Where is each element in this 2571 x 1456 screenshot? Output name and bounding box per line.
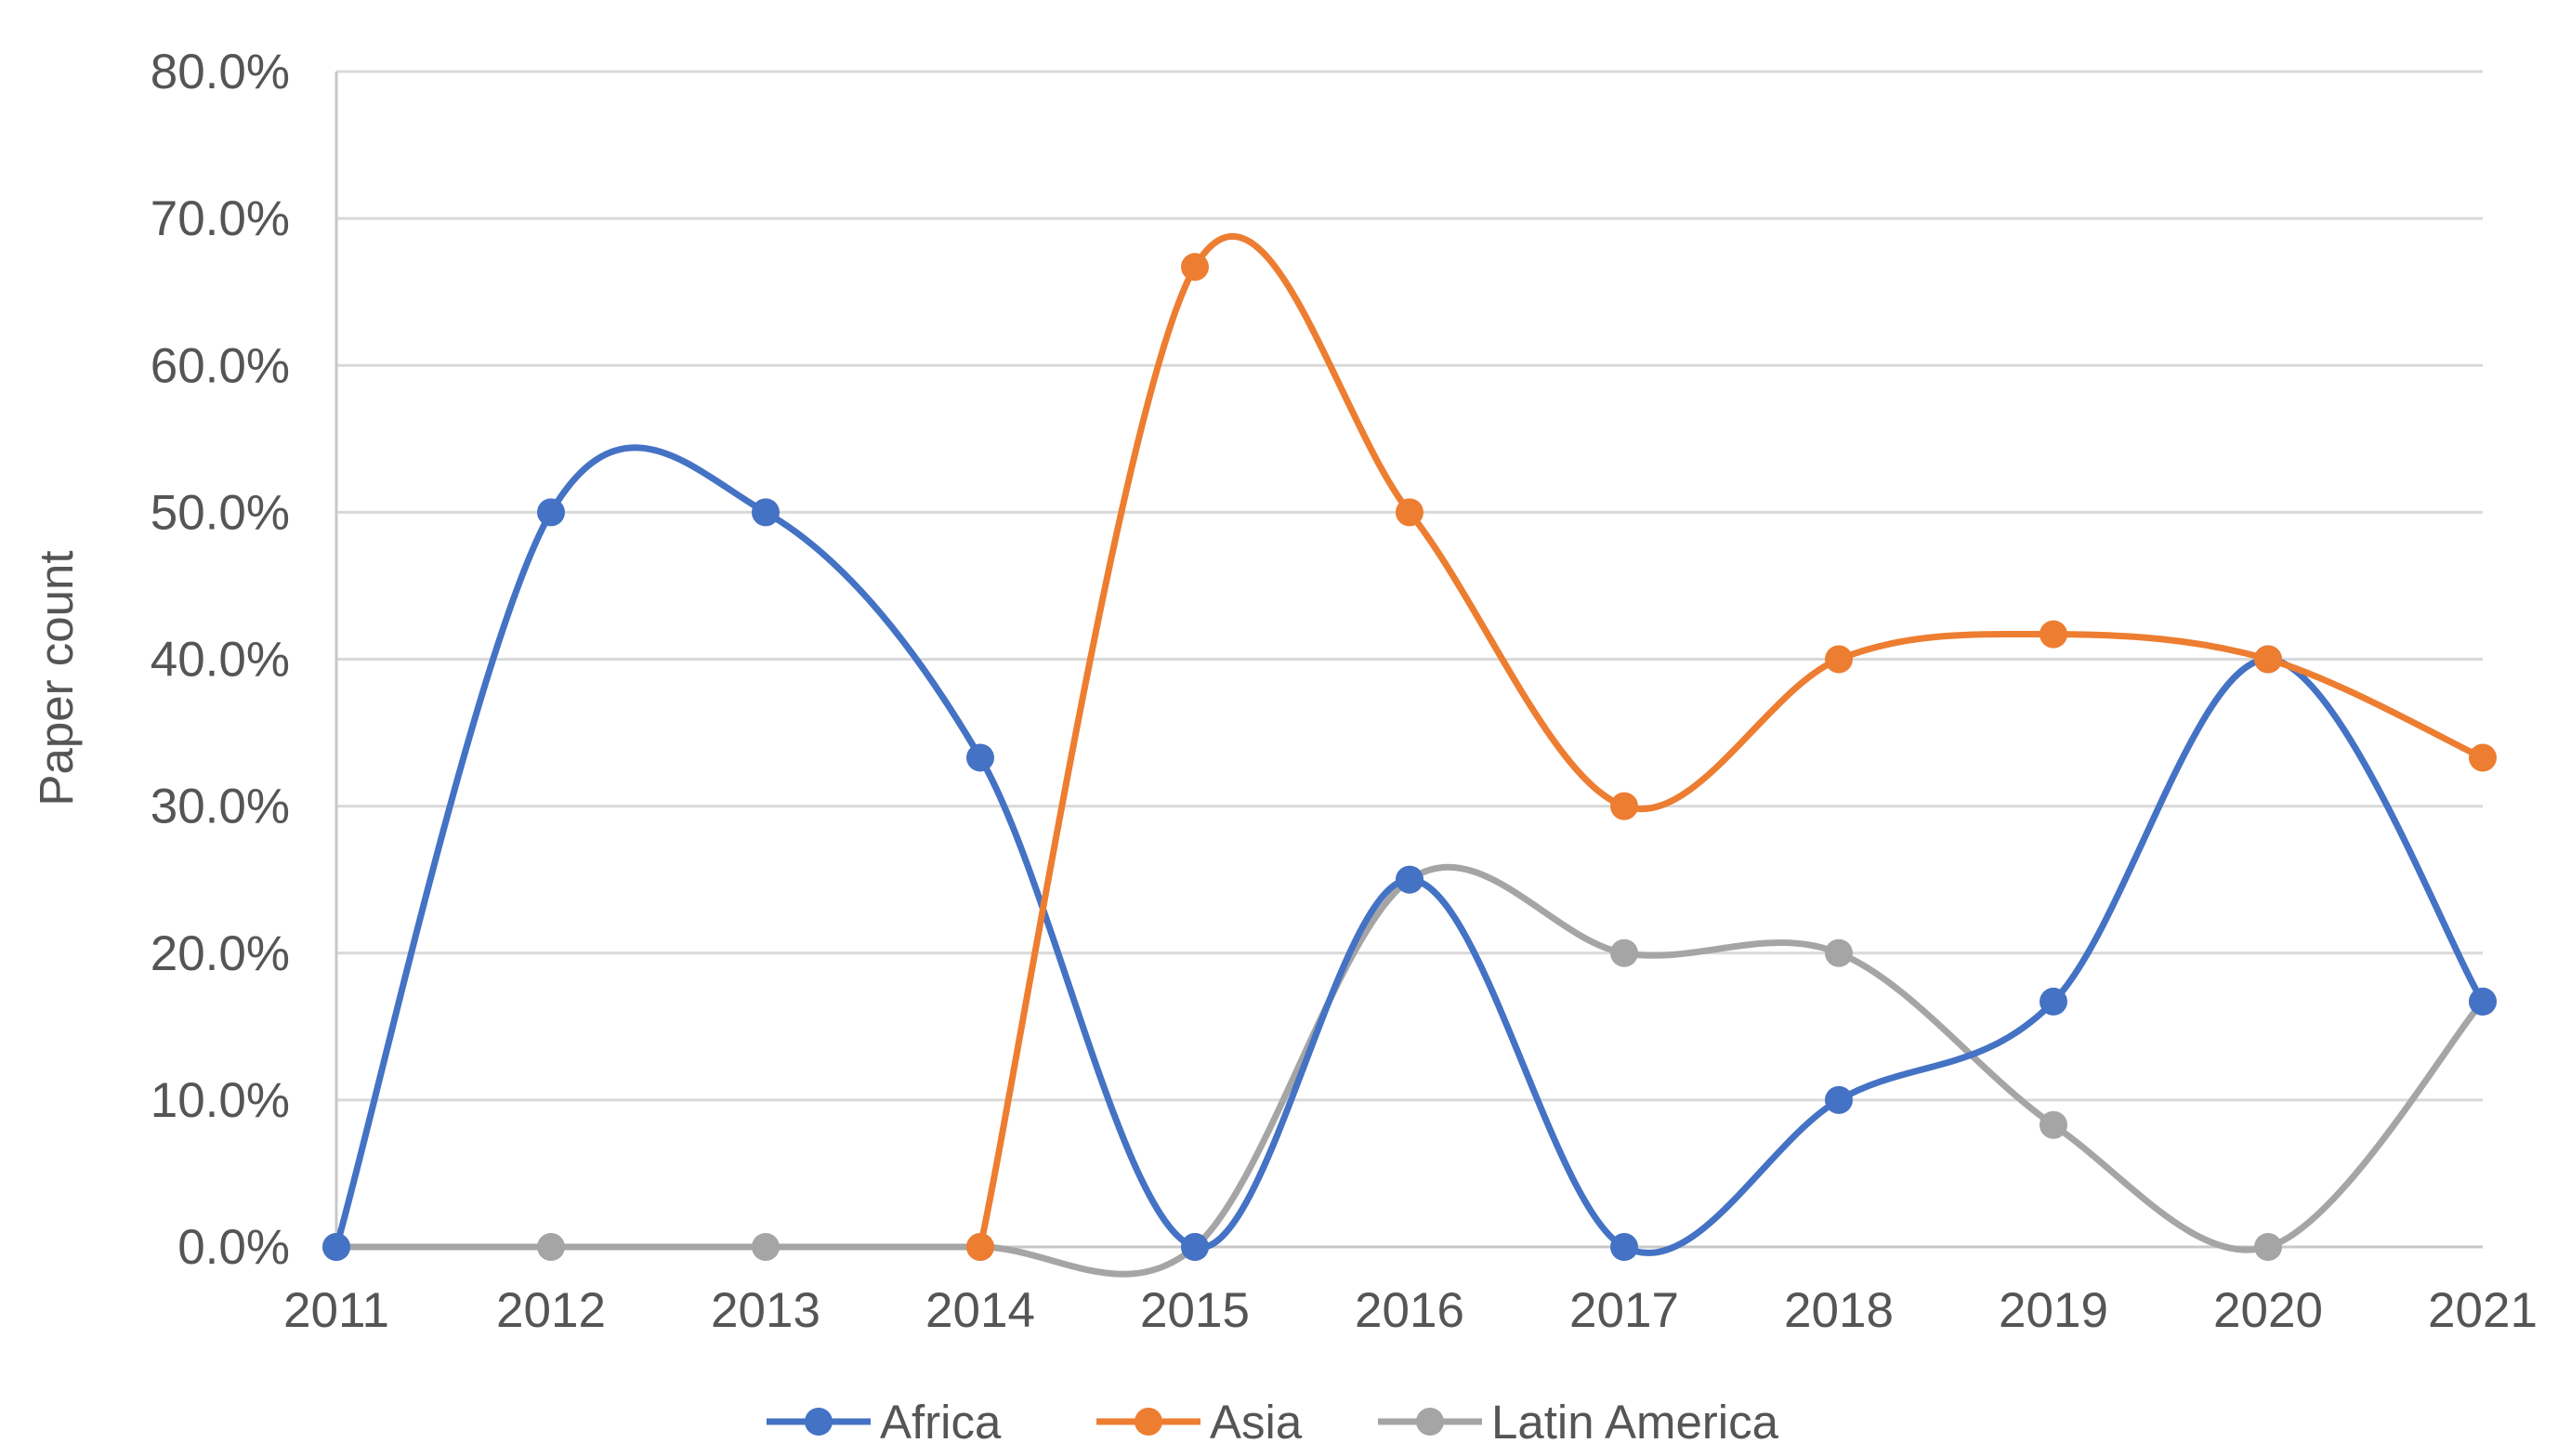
series-asia (966, 233, 2497, 1261)
x-axis-tick-labels: 2011 2012 2013 2014 2015 2016 2017 2018 2019 2020… (283, 1283, 2538, 1338)
x-tick-label: 2018 (1784, 1283, 1894, 1338)
x-tick-label: 2021 (2428, 1283, 2538, 1338)
y-axis-title: Paper count (30, 550, 83, 806)
data-point-africa (1610, 1233, 1638, 1261)
y-tick-label: 80.0% (151, 45, 290, 99)
x-tick-label: 2020 (2213, 1283, 2323, 1338)
x-tick-label: 2015 (1140, 1283, 1250, 1338)
data-point-africa (322, 1233, 350, 1261)
data-point-africa (2040, 987, 2067, 1016)
y-tick-label: 40.0% (151, 633, 290, 688)
x-tick-label: 2016 (1355, 1283, 1464, 1338)
data-point-asia (2254, 645, 2282, 674)
data-point-asia (1396, 498, 1423, 527)
data-point-asia (1610, 792, 1638, 820)
data-series (322, 233, 2497, 1278)
series-africa (322, 444, 2497, 1261)
series-line-africa (333, 444, 2486, 1256)
legend-swatch-marker (1416, 1408, 1444, 1436)
legend-label: Latin America (1491, 1396, 1779, 1449)
data-point-asia (1825, 645, 1853, 674)
data-point-asia (2040, 620, 2067, 649)
y-axis-tick-labels: 0.0% 10.0% 20.0% 30.0% 40.0% 50.0% 60.0% 70.0% 8… (151, 45, 290, 1275)
legend-label: Asia (1210, 1396, 1303, 1449)
data-point-latin-america (1825, 938, 1853, 967)
series-latin-america (322, 863, 2497, 1278)
x-tick-label: 2012 (496, 1283, 606, 1338)
data-point-asia (966, 1233, 994, 1261)
x-tick-label: 2017 (1569, 1283, 1679, 1338)
data-point-africa (966, 743, 994, 772)
legend-item-asia: Asia (1096, 1396, 1303, 1449)
legend-swatch-marker (805, 1408, 833, 1436)
legend-label: Africa (880, 1396, 1002, 1449)
legend: Africa Asia Latin America (767, 1396, 1779, 1449)
data-point-asia (1181, 253, 1209, 282)
series-line-asia (977, 233, 2486, 1251)
data-point-latin-america (752, 1233, 780, 1261)
legend-item-latin-america: Latin America (1378, 1396, 1779, 1449)
data-point-latin-america (2254, 1233, 2282, 1261)
data-point-africa (1396, 865, 1423, 894)
data-point-africa (1181, 1233, 1209, 1261)
data-point-latin-america (2040, 1110, 2067, 1139)
legend-item-africa: Africa (767, 1396, 1002, 1449)
data-point-latin-america (1610, 938, 1638, 967)
data-point-latin-america (537, 1233, 565, 1261)
x-tick-label: 2013 (711, 1283, 820, 1338)
y-tick-label: 60.0% (151, 338, 290, 393)
y-tick-label: 30.0% (151, 780, 290, 834)
y-tick-label: 10.0% (151, 1073, 290, 1128)
data-point-africa (1825, 1085, 1853, 1114)
gridlines (336, 70, 2483, 1102)
legend-swatch-marker (1135, 1408, 1162, 1436)
y-tick-label: 50.0% (151, 485, 290, 540)
x-tick-label: 2019 (1999, 1283, 2108, 1338)
series-line-latin-america (333, 863, 2486, 1278)
data-point-africa (537, 498, 565, 527)
x-tick-label: 2011 (283, 1283, 389, 1338)
data-point-asia (2469, 743, 2497, 772)
y-tick-label: 70.0% (151, 191, 290, 246)
data-point-africa (752, 498, 780, 527)
y-tick-label: 20.0% (151, 926, 290, 981)
x-tick-label: 2014 (925, 1283, 1035, 1338)
y-tick-label: 0.0% (177, 1220, 290, 1275)
data-point-africa (2469, 987, 2497, 1016)
